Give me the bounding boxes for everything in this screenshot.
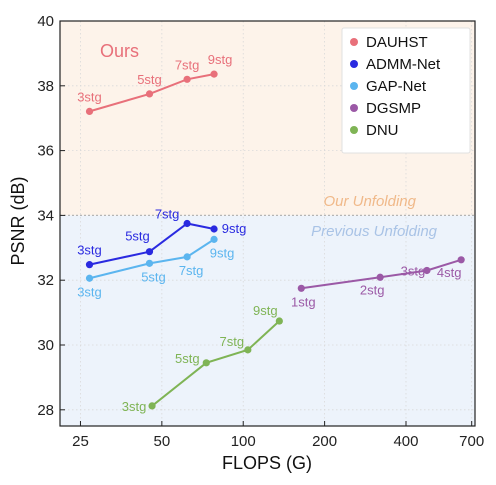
y-tick-label: 34 bbox=[37, 207, 54, 224]
y-tick-label: 30 bbox=[37, 337, 54, 354]
admm-net-point-label: 3stg bbox=[77, 243, 102, 258]
dgsmp-point bbox=[457, 256, 465, 264]
dgsmp-line bbox=[301, 258, 462, 290]
dauhst-point-label: 3stg bbox=[77, 89, 102, 104]
x-tick-label: 200 bbox=[312, 433, 337, 450]
gap-net-point bbox=[210, 235, 218, 243]
gap-net-point-label: 5stg bbox=[141, 269, 166, 284]
dgsmp-point bbox=[376, 273, 384, 281]
dgsmp-point bbox=[297, 284, 305, 292]
dnu-point bbox=[202, 359, 210, 367]
legend-marker-dnu bbox=[350, 126, 358, 134]
legend: DAUHST ADMM-Net GAP-Net DGSMP DNU bbox=[341, 27, 471, 154]
legend-label-dgsmp: DGSMP bbox=[366, 100, 421, 117]
admm-net-point bbox=[183, 219, 191, 228]
our-unfolding-label: Our Unfolding bbox=[323, 193, 416, 210]
x-tick-label: 700 bbox=[459, 433, 484, 450]
gap-net-point bbox=[145, 259, 154, 267]
legend-marker-admm-net bbox=[350, 60, 358, 68]
legend-label-admm-net: ADMM-Net bbox=[366, 56, 441, 73]
dauhst-point-label: 9stg bbox=[208, 52, 233, 67]
y-tick-label: 40 bbox=[37, 13, 54, 30]
dgsmp-point-label: 1stg bbox=[291, 294, 316, 309]
legend-label-gap-net: GAP-Net bbox=[366, 78, 427, 95]
gap-net-point-label: 3stg bbox=[77, 284, 102, 299]
admm-net-point bbox=[85, 261, 94, 269]
gap-net-point-label: 7stg bbox=[179, 263, 204, 278]
x-tick-label: 50 bbox=[154, 433, 171, 450]
gap-net-point bbox=[85, 274, 94, 282]
dnu-point bbox=[275, 317, 283, 325]
y-axis-label: PSNR (dB) bbox=[8, 176, 28, 265]
series-dauhst: 3stg 5stg 7stg 9stg bbox=[77, 52, 232, 115]
y-tick-label: 36 bbox=[37, 143, 54, 160]
legend-label-dauhst: DAUHST bbox=[366, 34, 428, 51]
dnu-point bbox=[244, 346, 252, 354]
previous-unfolding-label: Previous Unfolding bbox=[311, 223, 438, 240]
dauhst-point bbox=[85, 107, 94, 115]
admm-net-point bbox=[145, 248, 154, 256]
legend-marker-dgsmp bbox=[350, 104, 358, 112]
admm-net-point-label: 7stg bbox=[155, 207, 180, 222]
dnu-point-label: 9stg bbox=[253, 303, 278, 318]
y-tick-label: 28 bbox=[37, 402, 54, 419]
dnu-line bbox=[151, 320, 281, 407]
dnu-point-label: 3stg bbox=[122, 399, 147, 414]
x-axis-label: FLOPS (G) bbox=[222, 453, 312, 473]
dauhst-point bbox=[183, 75, 191, 83]
previous-unfolding-region bbox=[60, 215, 475, 426]
series-dgsmp: 1stg 2stg 3stg 4stg bbox=[291, 256, 465, 309]
dgsmp-point bbox=[423, 266, 431, 275]
dauhst-line bbox=[89, 73, 215, 113]
dgsmp-point-label: 4stg bbox=[437, 265, 462, 280]
legend-label-dnu: DNU bbox=[366, 122, 399, 139]
dauhst-point-label: 7stg bbox=[175, 57, 200, 72]
series-admm-net: 3stg 5stg 7stg 9stg bbox=[77, 207, 246, 269]
dauhst-point bbox=[210, 70, 218, 78]
dnu-point-label: 5stg bbox=[175, 351, 200, 366]
dgsmp-point-label: 2stg bbox=[360, 282, 385, 297]
admm-net-point-label: 9stg bbox=[222, 221, 247, 236]
ours-label: Ours bbox=[100, 41, 139, 61]
admm-net-point-label: 5stg bbox=[125, 229, 150, 244]
plot-frame bbox=[59, 20, 476, 427]
x-tick-label: 100 bbox=[231, 433, 256, 450]
dnu-point bbox=[148, 402, 156, 410]
dauhst-point bbox=[145, 90, 154, 98]
legend-marker-gap-net bbox=[350, 82, 358, 90]
x-tick-label: 25 bbox=[72, 433, 89, 450]
gap-net-line bbox=[89, 238, 215, 280]
y-tick-label: 32 bbox=[37, 272, 54, 289]
dauhst-point-label: 5stg bbox=[137, 72, 162, 87]
gap-net-point bbox=[183, 253, 191, 261]
series-dnu: 3stg 5stg 7stg 9stg bbox=[122, 303, 283, 414]
legend-marker-dauhst bbox=[350, 38, 358, 46]
admm-net-point bbox=[210, 225, 218, 233]
legend-box bbox=[341, 27, 471, 154]
dgsmp-point-label: 3stg bbox=[401, 263, 426, 278]
x-tick-label: 400 bbox=[393, 433, 418, 450]
admm-net-line bbox=[89, 222, 215, 266]
gap-net-point-label: 9stg bbox=[210, 245, 235, 260]
dnu-point-label: 7stg bbox=[220, 334, 245, 349]
y-tick-label: 38 bbox=[37, 78, 54, 95]
series-gap-net: 3stg 5stg 7stg 9stg bbox=[77, 235, 235, 299]
